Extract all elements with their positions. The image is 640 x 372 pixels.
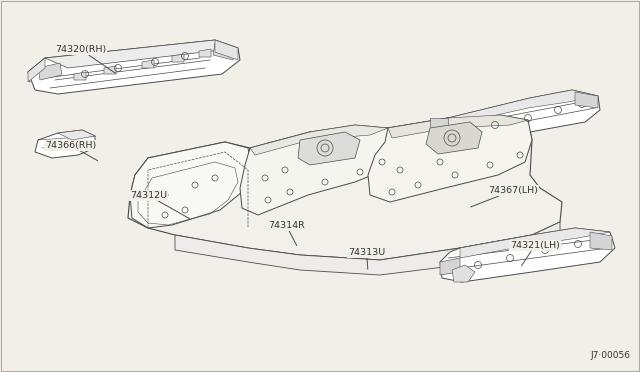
Polygon shape [28, 40, 240, 94]
Text: 74367(LH): 74367(LH) [470, 186, 538, 207]
Polygon shape [298, 132, 360, 165]
Polygon shape [45, 40, 238, 68]
Polygon shape [575, 92, 598, 108]
Polygon shape [130, 142, 252, 228]
Polygon shape [199, 49, 211, 57]
Polygon shape [74, 72, 86, 80]
Polygon shape [240, 125, 392, 215]
Polygon shape [250, 125, 388, 155]
Polygon shape [128, 115, 562, 260]
Polygon shape [428, 90, 600, 148]
Text: 74312U: 74312U [130, 191, 189, 219]
Polygon shape [35, 130, 95, 158]
Text: 74320(RH): 74320(RH) [55, 45, 116, 73]
Polygon shape [215, 40, 238, 60]
Polygon shape [368, 115, 532, 202]
Polygon shape [104, 66, 116, 74]
Text: 74321(LH): 74321(LH) [510, 241, 560, 266]
Polygon shape [452, 265, 475, 282]
Polygon shape [430, 118, 448, 130]
Text: 74313U: 74313U [348, 248, 385, 269]
Text: J7·00056: J7·00056 [590, 351, 630, 360]
Polygon shape [460, 228, 610, 258]
Polygon shape [175, 222, 560, 275]
Polygon shape [28, 58, 45, 82]
Polygon shape [426, 122, 482, 154]
Polygon shape [440, 228, 615, 282]
Polygon shape [142, 60, 154, 68]
Polygon shape [440, 258, 460, 275]
Polygon shape [590, 232, 612, 250]
Text: 74314R: 74314R [268, 221, 305, 246]
Polygon shape [213, 43, 235, 60]
Polygon shape [58, 130, 95, 140]
Text: 74366(RH): 74366(RH) [45, 141, 97, 161]
Polygon shape [388, 115, 528, 138]
Polygon shape [172, 54, 184, 62]
Polygon shape [38, 63, 62, 80]
Polygon shape [448, 90, 598, 126]
